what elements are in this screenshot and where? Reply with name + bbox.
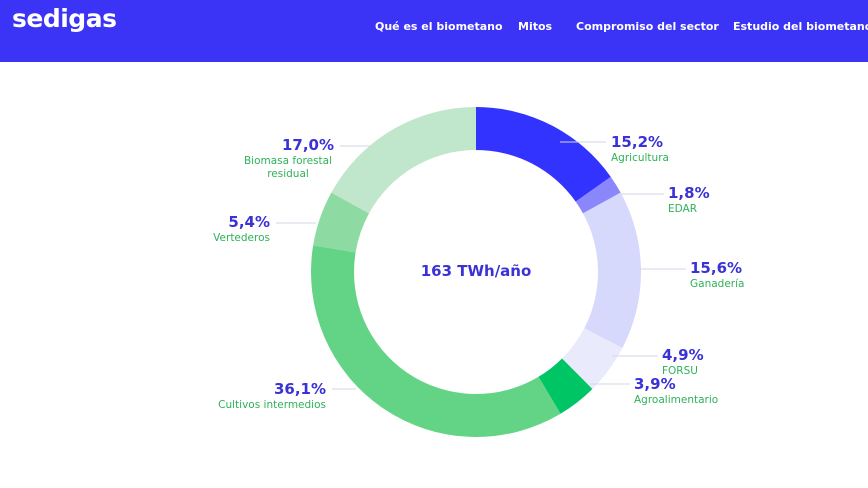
category-label: Cultivos intermedios: [218, 399, 326, 411]
center-label: 163 TWh/año: [420, 262, 532, 280]
category-label: Agricultura: [611, 152, 669, 164]
nav-link[interactable]: Estudio del biometano: [733, 20, 868, 33]
category-label: Vertederos: [213, 232, 270, 244]
donut-segment: [582, 192, 641, 349]
value-label: 17,0%: [281, 136, 334, 154]
value-label: 15,2%: [611, 133, 664, 151]
donut-segment: [311, 245, 561, 437]
value-label: 3,9%: [634, 375, 676, 393]
donut-segment: [562, 328, 623, 389]
donut-segment: [575, 176, 621, 214]
header: sedigas Qué es el biometano Mitos Compro…: [0, 0, 868, 62]
nav-link[interactable]: Mitos: [518, 20, 553, 33]
category-label: Ganadería: [690, 278, 745, 290]
donut-segment: [538, 358, 593, 414]
chart: [276, 107, 686, 437]
donut-segment: [313, 192, 370, 253]
donut-segment: [476, 107, 611, 202]
value-label: 4,9%: [662, 346, 704, 364]
value-label: 1,8%: [668, 184, 710, 202]
category-label: Biomasa forestal residual: [243, 155, 333, 180]
value-label: 36,1%: [273, 380, 326, 398]
value-label: 5,4%: [228, 213, 270, 231]
nav-link[interactable]: Compromiso del sector: [576, 20, 719, 33]
value-label: 15,6%: [690, 259, 743, 277]
logo[interactable]: sedigas: [12, 4, 117, 33]
category-label: Agroalimentario: [634, 394, 719, 406]
nav-link[interactable]: Qué es el biometano: [375, 20, 503, 33]
category-label: EDAR: [668, 203, 698, 215]
donut-segment: [331, 107, 476, 214]
category-label: FORSU: [662, 365, 698, 377]
